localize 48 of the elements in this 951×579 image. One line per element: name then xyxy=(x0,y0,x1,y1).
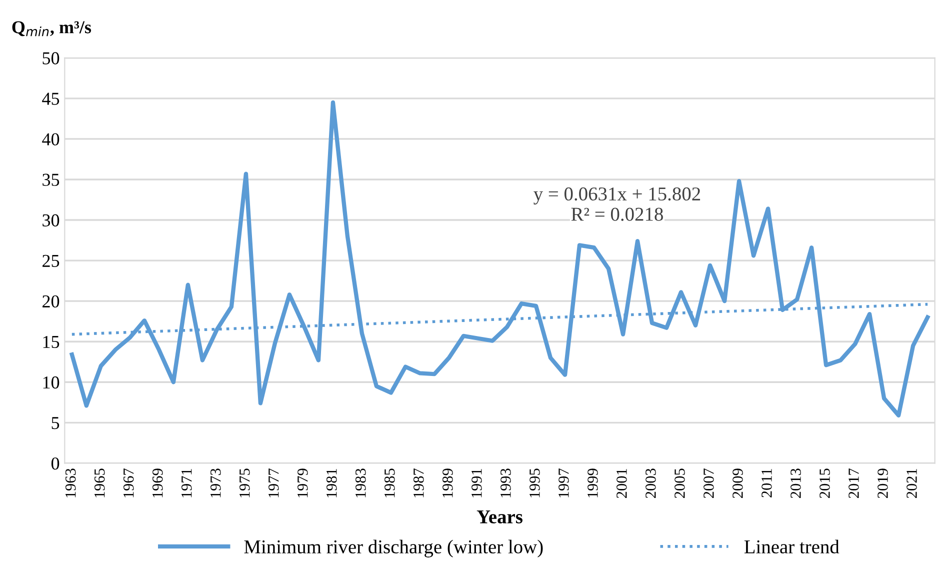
x-tick-label: 1993 xyxy=(500,468,511,498)
annotation: y = 0.0631x + 15.802 xyxy=(534,187,700,205)
x-tick-label: 1999 xyxy=(588,468,598,498)
legend-label: Linear trend xyxy=(744,540,840,554)
x-tick-label: 2003 xyxy=(646,468,656,498)
y-tick-label: 45 xyxy=(42,92,60,105)
line-series xyxy=(70,100,930,418)
y-tick-label: 30 xyxy=(42,214,60,226)
legend-label: Minimum river discharge (winter low) xyxy=(244,540,543,558)
x-tick-label: 2001 xyxy=(616,468,627,498)
y-tick-label: 5 xyxy=(52,417,60,430)
x-tick-label: 1967 xyxy=(123,468,134,498)
x-tick-label: 2009 xyxy=(732,468,743,498)
x-tick-label: 1973 xyxy=(210,468,221,498)
x-tick-label: 1989 xyxy=(442,468,453,498)
y-tick-label: 50 xyxy=(42,52,60,64)
x-tick-label: 1991 xyxy=(472,468,482,498)
y-tick-label: 15 xyxy=(43,336,60,348)
x-tick-label: 1977 xyxy=(268,468,279,498)
y-tick-label: 0 xyxy=(51,457,60,470)
x-tick-label: 1969 xyxy=(152,468,163,498)
x-tick-label: 1983 xyxy=(355,468,366,498)
x-tick-label: 1971 xyxy=(182,468,192,498)
x-tick-label: 2021 xyxy=(906,468,917,498)
x-tick-label: 2005 xyxy=(674,468,685,498)
x-tick-label: 1987 xyxy=(414,468,424,498)
x-tick-label: 1981 xyxy=(326,468,337,498)
y-tick-label: 25 xyxy=(42,254,60,267)
y-tick-label: 35 xyxy=(42,174,60,186)
y-tick-label: 10 xyxy=(43,376,60,389)
x-tick-label: 2017 xyxy=(848,468,859,498)
x-tick-label: 1965 xyxy=(94,468,105,498)
x-axis-title: Years xyxy=(476,510,522,524)
x-tick-label: 1979 xyxy=(298,468,308,498)
x-tick-label: 1995 xyxy=(530,468,540,498)
y-axis-title: Q$_{min}$, m³/s xyxy=(12,21,92,36)
x-tick-label: 1985 xyxy=(384,468,395,498)
y-tick-label: 20 xyxy=(42,295,60,308)
x-tick-label: 2015 xyxy=(820,468,830,498)
x-tick-label: 1997 xyxy=(558,468,569,498)
x-tick-label: 1963 xyxy=(65,468,76,498)
y-tick-label: 40 xyxy=(42,133,60,146)
x-tick-label: 2013 xyxy=(790,468,801,498)
annotation: R² = 0.0218 xyxy=(571,208,663,221)
x-tick-label: 2019 xyxy=(878,468,888,498)
x-tick-label: 2007 xyxy=(704,468,714,498)
x-tick-label: 2011 xyxy=(762,468,772,498)
x-tick-label: 1975 xyxy=(240,468,250,498)
